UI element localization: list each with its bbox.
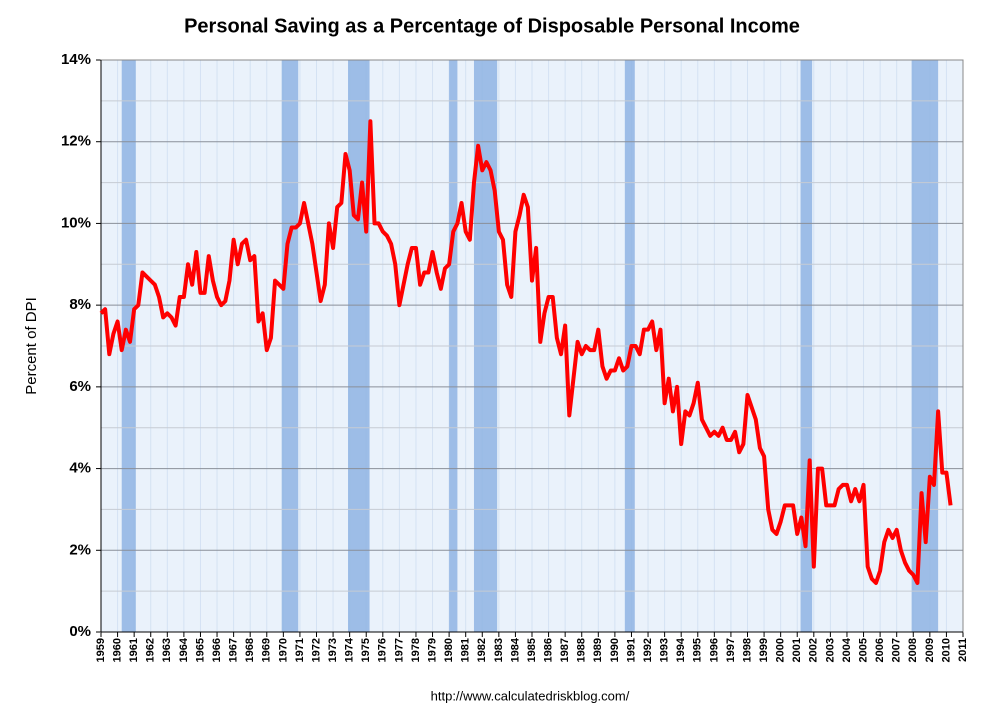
x-tick-label: 2011 bbox=[957, 638, 969, 662]
x-tick-label: 1991 bbox=[625, 638, 637, 662]
x-tick-label: 1992 bbox=[642, 638, 654, 662]
y-tick-label: 10% bbox=[61, 214, 91, 231]
x-tick-label: 1969 bbox=[261, 638, 273, 662]
x-tick-label: 2009 bbox=[924, 638, 936, 662]
y-tick-label: 12% bbox=[61, 133, 91, 150]
x-tick-label: 1982 bbox=[476, 638, 488, 662]
y-tick-label: 6% bbox=[69, 378, 91, 395]
x-tick-label: 1995 bbox=[692, 638, 704, 662]
y-tick-label: 8% bbox=[69, 296, 91, 313]
x-tick-label: 2007 bbox=[891, 638, 903, 662]
x-tick-label: 1986 bbox=[542, 638, 554, 662]
x-tick-label: 2002 bbox=[808, 638, 820, 662]
x-tick-label: 1974 bbox=[344, 637, 356, 662]
source: http://www.calculatedriskblog.com/ bbox=[431, 688, 630, 703]
x-tick-label: 1975 bbox=[360, 638, 372, 662]
x-tick-label: 1971 bbox=[294, 638, 306, 662]
x-tick-label: 1981 bbox=[460, 638, 472, 662]
x-tick-label: 1994 bbox=[675, 637, 687, 662]
x-tick-label: 1987 bbox=[559, 638, 571, 662]
x-tick-label: 2010 bbox=[940, 638, 952, 662]
x-tick-label: 1961 bbox=[128, 638, 140, 662]
x-tick-label: 1999 bbox=[758, 638, 770, 662]
y-axis-label: Percent of DPI bbox=[23, 297, 40, 395]
x-tick-label: 1980 bbox=[443, 638, 455, 662]
x-tick-label: 1959 bbox=[95, 638, 107, 662]
x-tick-label: 1990 bbox=[609, 638, 621, 662]
x-tick-label: 2008 bbox=[907, 638, 919, 662]
x-tick-label: 1993 bbox=[659, 638, 671, 662]
x-tick-label: 1997 bbox=[725, 638, 737, 662]
x-tick-label: 2001 bbox=[791, 638, 803, 662]
x-tick-label: 1985 bbox=[526, 638, 538, 662]
data-line bbox=[99, 119, 953, 585]
x-tick-label: 1996 bbox=[708, 638, 720, 662]
y-tick-label: 0% bbox=[69, 623, 91, 640]
x-tick-label: 1978 bbox=[410, 638, 422, 662]
x-tick-label: 1979 bbox=[426, 638, 438, 662]
x-tick-label: 1988 bbox=[576, 638, 588, 662]
x-tick-label: 1965 bbox=[194, 638, 206, 662]
x-tick-label: 1964 bbox=[178, 637, 190, 662]
x-tick-label: 2004 bbox=[841, 637, 853, 662]
x-tick-label: 2006 bbox=[874, 638, 886, 662]
x-tick-label: 1976 bbox=[377, 638, 389, 662]
chart-title: Personal Saving as a Percentage of Dispo… bbox=[184, 15, 800, 37]
y-tick-label: 2% bbox=[69, 541, 91, 558]
x-tick-label: 2000 bbox=[775, 638, 787, 662]
x-tick-label: 1966 bbox=[211, 638, 223, 662]
x-tick-label: 1983 bbox=[493, 638, 505, 662]
x-tick-label: 1989 bbox=[592, 638, 604, 662]
x-tick-label: 1973 bbox=[327, 638, 339, 662]
y-tick-label: 14% bbox=[61, 51, 91, 68]
x-tick-label: 1963 bbox=[161, 638, 173, 662]
x-tick-label: 2005 bbox=[857, 638, 869, 662]
x-tick-label: 1968 bbox=[244, 638, 256, 662]
x-tick-label: 1970 bbox=[277, 638, 289, 662]
x-tick-label: 2003 bbox=[824, 638, 836, 662]
x-tick-label: 1984 bbox=[509, 637, 521, 662]
y-tick-label: 4% bbox=[69, 460, 91, 477]
x-tick-label: 1967 bbox=[228, 638, 240, 662]
x-tick-label: 1960 bbox=[111, 638, 123, 662]
x-tick-label: 1972 bbox=[310, 638, 322, 662]
x-tick-label: 1962 bbox=[145, 638, 157, 662]
x-tick-label: 1998 bbox=[741, 638, 753, 662]
x-tick-label: 1977 bbox=[393, 638, 405, 662]
